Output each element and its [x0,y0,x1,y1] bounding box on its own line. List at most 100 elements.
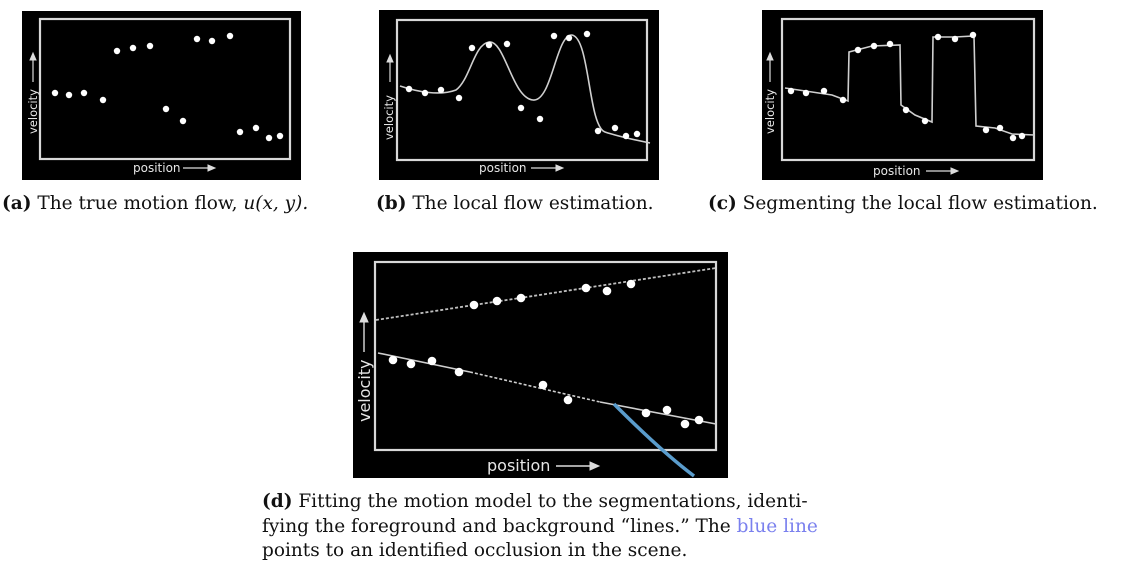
point-b-3 [455,94,463,102]
point-c-1 [802,89,810,97]
caption-b: (b) The local flow estimation. [376,193,654,214]
frame-b [395,18,649,162]
caption-d-text-1: Fitting the motion model to the segmenta… [298,491,808,512]
point-b-2 [437,86,445,94]
ylabel-a: velocity [26,89,40,134]
point-d-lower-0 [388,355,398,365]
point-a-1 [65,91,73,99]
caption-a: (a) The true motion flow, u(x, y). [2,193,308,214]
point-a-10 [208,37,216,45]
point-b-14 [622,132,630,140]
xlabel-d: position [487,456,550,475]
caption-d-text-2: fying the foreground and background “lin… [262,515,737,537]
point-a-6 [146,42,154,50]
point-b-5 [485,41,493,49]
frame-c [780,17,1036,162]
point-c-5 [870,42,878,50]
point-c-8 [921,117,929,125]
point-d-upper-3 [581,283,591,293]
point-a-7 [162,105,170,113]
point-d-lower-9 [694,415,704,425]
curve-b [399,34,651,144]
curve-c [784,35,1035,136]
ylabel-c: velocity [763,89,777,134]
point-c-9 [934,33,942,41]
point-b-15 [633,130,641,138]
point-d-lower-4 [538,380,548,390]
point-c-13 [996,124,1004,132]
point-a-14 [265,134,273,142]
caption-d-blue-line-text: blue line [736,515,818,537]
point-d-lower-5 [563,395,573,405]
point-c-2 [820,87,828,95]
point-d-upper-1 [492,296,502,306]
frame-a [38,17,292,161]
point-d-upper-2 [516,293,526,303]
point-a-15 [276,132,284,140]
caption-d-text-3: points to an identified occlusion in the… [262,540,688,561]
point-b-9 [550,32,558,40]
point-b-1 [421,89,429,97]
point-b-13 [611,124,619,132]
caption-a-label: (a) [2,193,32,214]
point-b-11 [583,30,591,38]
occlusion-blue-line [612,402,696,478]
point-a-2 [80,89,88,97]
ylabel-d: velocity [355,359,374,422]
point-a-9 [193,35,201,43]
point-c-10 [951,35,959,43]
caption-d-line-3: points to an identified occlusion in the… [262,539,832,564]
point-b-8 [536,115,544,123]
points-b [405,30,641,140]
caption-d: (d) Fitting the motion model to the segm… [262,490,832,564]
point-d-upper-5 [626,279,636,289]
panel-d [353,252,728,478]
point-a-11 [226,32,234,40]
point-c-7 [902,106,910,114]
point-a-0 [51,89,59,97]
point-d-lower-3 [454,367,464,377]
y-arrow-c [766,51,774,82]
y-arrow-a [29,51,37,82]
point-c-0 [787,87,795,95]
xlabel-c: position [873,164,921,178]
frame-d [373,260,718,452]
foreground-line-dashed [469,371,601,403]
x-arrow-a [183,164,217,172]
caption-b-text: The local flow estimation. [412,193,654,214]
ylabel-b: velocity [382,95,396,140]
point-a-13 [252,124,260,132]
point-b-12 [594,127,602,135]
y-arrow-b [386,53,394,82]
point-c-11 [969,31,977,39]
caption-a-text: The true motion flow, [37,193,244,214]
point-c-14 [1009,134,1017,142]
xlabel-b: position [479,161,527,175]
caption-d-line-1: (d) Fitting the motion model to the segm… [262,490,832,515]
points-a [51,32,284,142]
point-d-lower-2 [427,356,437,366]
xlabel-a: position [133,161,181,175]
point-b-4 [468,44,476,52]
y-arrow-d [359,311,369,352]
point-c-15 [1018,132,1026,140]
caption-d-label: (d) [262,491,293,512]
points-c [787,31,1026,142]
point-d-lower-1 [406,359,416,369]
point-b-7 [517,104,525,112]
point-c-12 [982,126,990,134]
caption-d-line-2: fying the foreground and background “lin… [262,515,832,540]
point-d-upper-0 [469,300,479,310]
caption-a-math: u(x, y). [243,193,309,214]
point-a-8 [179,117,187,125]
point-d-upper-4 [602,286,612,296]
x-arrow-d [556,461,601,471]
point-a-12 [236,128,244,136]
point-a-3 [99,96,107,104]
point-b-0 [405,85,413,93]
caption-c-label: (c) [708,193,737,214]
point-a-5 [129,44,137,52]
point-a-4 [113,47,121,55]
caption-b-label: (b) [376,193,407,214]
